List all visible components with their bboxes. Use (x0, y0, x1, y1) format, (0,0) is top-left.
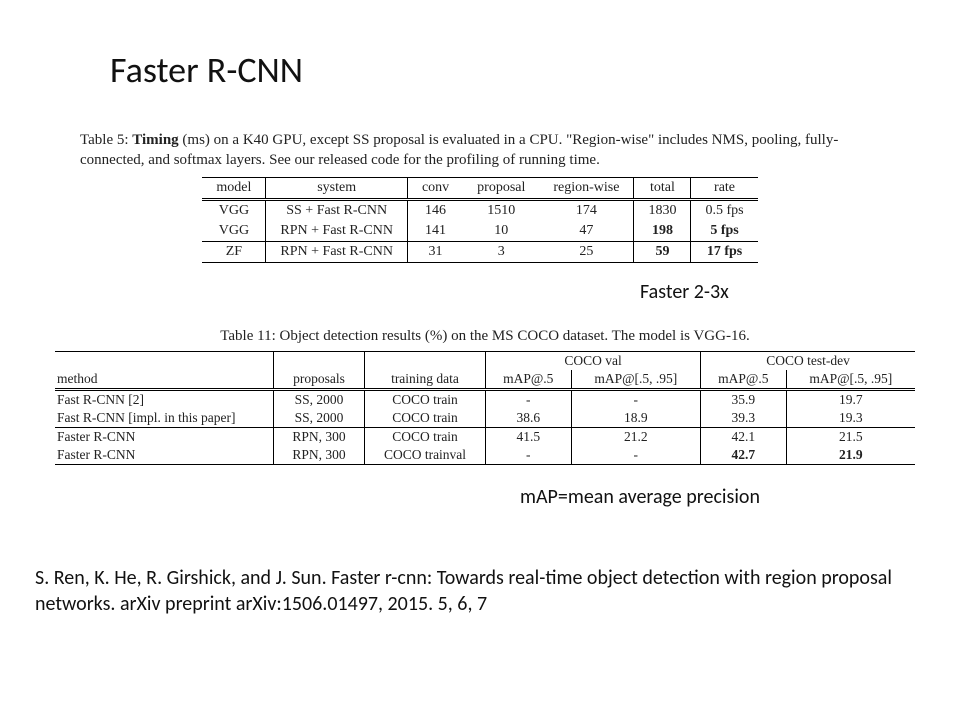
t5-header-row: model system conv proposal region-wise t… (202, 177, 757, 199)
t5-h-total: total (634, 177, 691, 199)
t11-c: Fast R-CNN [2] (55, 390, 274, 410)
t11-c: COCO train (365, 409, 486, 428)
t5-c: 10 (463, 221, 539, 242)
t5-c: ZF (202, 241, 266, 262)
t11-h-m4: mAP@[.5, .95] (786, 370, 915, 390)
t11-c: SS, 2000 (274, 390, 365, 410)
table-row: Faster R-CNN RPN, 300 COCO trainval - - … (55, 446, 915, 465)
table5-section: Table 5: Timing (ms) on a K40 GPU, excep… (80, 130, 880, 263)
t5-h-conv: conv (407, 177, 463, 199)
t11-h-m1: mAP@.5 (486, 370, 572, 390)
t5-c: 31 (407, 241, 463, 262)
t11-c: Fast R-CNN [impl. in this paper] (55, 409, 274, 428)
t5-c: VGG (202, 221, 266, 242)
t5-c: RPN + Fast R-CNN (266, 221, 408, 242)
t5-h-model: model (202, 177, 266, 199)
t11-c: COCO trainval (365, 446, 486, 465)
t11-c: 18.9 (571, 409, 701, 428)
table5-caption: Table 5: Timing (ms) on a K40 GPU, excep… (80, 130, 880, 171)
t5-c: SS + Fast R-CNN (266, 199, 408, 221)
t11-c: 21.5 (786, 428, 915, 447)
t11-c: 39.3 (701, 409, 787, 428)
table-row: VGG SS + Fast R-CNN 146 1510 174 1830 0.… (202, 199, 757, 221)
t5-c: 141 (407, 221, 463, 242)
caption5-bold: Timing (132, 132, 178, 148)
t11-c: - (486, 390, 572, 410)
page-title: Faster R-CNN (110, 48, 303, 92)
t11-grp-val: COCO val (486, 352, 701, 371)
t11-c: 21.9 (786, 446, 915, 465)
t5-c: 1830 (634, 199, 691, 221)
t11-c: 19.3 (786, 409, 915, 428)
annotation-map: mAP=mean average precision (520, 485, 760, 509)
t11-c: 41.5 (486, 428, 572, 447)
t5-h-system: system (266, 177, 408, 199)
t11-c: 21.2 (571, 428, 701, 447)
t5-c: 198 (634, 221, 691, 242)
table-row: VGG RPN + Fast R-CNN 141 10 47 198 5 fps (202, 221, 757, 242)
t5-h-rate: rate (691, 177, 758, 199)
t5-c: 3 (463, 241, 539, 262)
citation: S. Ren, K. He, R. Girshick, and J. Sun. … (35, 565, 925, 617)
t5-c: 17 fps (691, 241, 758, 262)
t5-c: VGG (202, 199, 266, 221)
t5-c: 59 (634, 241, 691, 262)
t5-c: 47 (539, 221, 634, 242)
t11-c: Faster R-CNN (55, 446, 274, 465)
t11-c: RPN, 300 (274, 428, 365, 447)
table-row: Fast R-CNN [impl. in this paper] SS, 200… (55, 409, 915, 428)
t11-c: Faster R-CNN (55, 428, 274, 447)
t11-c: 42.7 (701, 446, 787, 465)
t11-h-prop: proposals (274, 370, 365, 390)
t11-group-row: COCO val COCO test-dev (55, 352, 915, 371)
t11-c: 19.7 (786, 390, 915, 410)
t11-subhead-row: method proposals training data mAP@.5 mA… (55, 370, 915, 390)
t5-h-prop: proposal (463, 177, 539, 199)
table-row: Fast R-CNN [2] SS, 2000 COCO train - - 3… (55, 390, 915, 410)
table-row: ZF RPN + Fast R-CNN 31 3 25 59 17 fps (202, 241, 757, 262)
t11-c: COCO train (365, 428, 486, 447)
t11-c: RPN, 300 (274, 446, 365, 465)
table11: COCO val COCO test-dev method proposals … (55, 351, 915, 465)
caption5-rest: (ms) on a K40 GPU, except SS proposal is… (80, 132, 838, 168)
t5-c: 174 (539, 199, 634, 221)
t11-h-m3: mAP@.5 (701, 370, 787, 390)
caption5-prefix: Table 5: (80, 132, 132, 148)
t11-c: 35.9 (701, 390, 787, 410)
t11-c: 42.1 (701, 428, 787, 447)
t5-c: 1510 (463, 199, 539, 221)
table-row: Faster R-CNN RPN, 300 COCO train 41.5 21… (55, 428, 915, 447)
t11-h-m2: mAP@[.5, .95] (571, 370, 701, 390)
t11-h-method: method (55, 370, 274, 390)
t5-c: 5 fps (691, 221, 758, 242)
t5-c: 25 (539, 241, 634, 262)
t11-c: - (571, 446, 701, 465)
t5-h-region: region-wise (539, 177, 634, 199)
table11-caption: Table 11: Object detection results (%) o… (55, 328, 915, 345)
t11-c: - (571, 390, 701, 410)
t11-c: SS, 2000 (274, 409, 365, 428)
slide: Faster R-CNN Table 5: Timing (ms) on a K… (0, 0, 960, 720)
t11-grp-test: COCO test-dev (701, 352, 915, 371)
annotation-faster: Faster 2-3x (640, 280, 729, 304)
t11-c: COCO train (365, 390, 486, 410)
t5-c: 0.5 fps (691, 199, 758, 221)
t5-c: RPN + Fast R-CNN (266, 241, 408, 262)
t11-h-train: training data (365, 370, 486, 390)
table11-section: Table 11: Object detection results (%) o… (55, 328, 915, 465)
t11-c: - (486, 446, 572, 465)
t5-c: 146 (407, 199, 463, 221)
table5: model system conv proposal region-wise t… (202, 177, 757, 263)
t11-c: 38.6 (486, 409, 572, 428)
